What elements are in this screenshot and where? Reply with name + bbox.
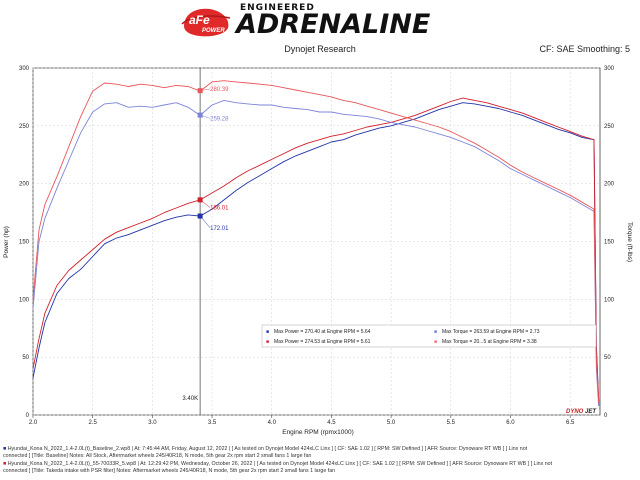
legend-text-0: Max Power = 270.40 at Engine RPM = 5.64 — [274, 329, 371, 335]
y-right-tick-label: 150 — [604, 240, 615, 246]
x-tick-labels: 2.0 2.5 3.0 3.5 4.0 4.5 5.0 5.5 6.0 6.5 — [29, 420, 575, 426]
footer-line-2-text: Hyundai_Kona N_2022_1.4-2.0L(t)_55-70033… — [7, 461, 553, 467]
cursor-rpm-label: 3.40K — [182, 396, 198, 402]
x-tick-label: 5.0 — [387, 420, 396, 426]
y-right-tick-label: 0 — [604, 413, 608, 419]
y-axis-label-left: Power (hp) — [3, 226, 10, 258]
y-tick-label: 50 — [22, 355, 29, 361]
y-right-tick-label: 300 — [604, 66, 615, 72]
legend-marker-2: ■ — [266, 339, 269, 345]
x-axis-label: Engine RPM (rpmx1000) — [282, 429, 354, 436]
series-line-1 — [32, 97, 600, 402]
source-label: Dynojet Research — [284, 44, 356, 54]
y-right-tick-label: 50 — [604, 355, 611, 361]
y-axis-label-right: Torque (ft-lbs) — [626, 222, 633, 262]
cursor-leader-0 — [200, 88, 211, 91]
y-tick-label: 100 — [19, 297, 30, 303]
cursor-value-3: 172.01 — [210, 226, 229, 232]
y-right-tick-label: 100 — [604, 297, 615, 303]
cursor-value-2: 186.01 — [210, 206, 229, 212]
svg-text:DYNO: DYNO — [566, 409, 584, 415]
y-tick-labels: 0 50 100 150 200 250 300 — [19, 66, 30, 419]
series-line-3 — [32, 80, 600, 404]
y-tick-label: 200 — [19, 182, 30, 188]
y-tick-label: 250 — [19, 124, 30, 130]
footer-line-1-text: Hyundai_Kona N_2022_1.4-2.0L(t)_Baseline… — [7, 446, 528, 452]
y-right-tick-label: 200 — [604, 182, 615, 188]
legend-text-3: Max Torque = 20...5 at Engine RPM = 3.38 — [442, 339, 537, 345]
header: aFe POWER ENGINEERED ADRENALINE — [0, 0, 640, 44]
brand-tagline: ENGINEERED — [240, 3, 315, 13]
x-tick-label: 6.5 — [566, 420, 575, 426]
legend-marker-0: ■ — [266, 329, 269, 335]
cursor-value-0: 280.39 — [210, 87, 229, 93]
cursor-leader-1 — [200, 114, 211, 119]
cf-smoothing-label: CF: SAE Smoothing: 5 — [539, 44, 630, 54]
y-tick-label: 150 — [19, 240, 30, 246]
y-right-tick-label: 250 — [604, 124, 615, 130]
legend-text-1: Max Torque = 263.59 at Engine RPM = 2.73 — [442, 329, 540, 335]
brand-title: ADRENALINE — [236, 9, 431, 40]
y-right-tick-labels: 0 50 100 150 200 250 300 — [604, 66, 615, 419]
footer-line-2b: connected ] [Title: Takeda intake with P… — [3, 468, 336, 474]
footer-line-1: ■ Hyundai_Kona N_2022_1.4-2.0L(t)_Baseli… — [3, 446, 528, 452]
cursor-leader-3 — [199, 215, 211, 228]
series-group — [32, 80, 600, 410]
x-tick-label: 3.0 — [148, 420, 157, 426]
cursor-group: 3.40K 280.39 259.28 186.01 172.01 — [182, 68, 229, 415]
legend-marker-1: ■ — [434, 329, 437, 335]
cursor-leader-2 — [199, 199, 211, 208]
x-tick-label: 2.5 — [89, 420, 98, 426]
x-tick-label: 6.0 — [506, 420, 515, 426]
logo-sub: POWER — [202, 28, 225, 34]
legend: ■ Max Power = 270.40 at Engine RPM = 5.6… — [261, 324, 597, 348]
y-tick-label: 300 — [19, 66, 30, 72]
series-line-2 — [32, 99, 600, 410]
afe-power-logo: aFe POWER — [181, 8, 231, 37]
y-tick-label: 0 — [26, 413, 30, 419]
series-line-0 — [32, 102, 600, 406]
x-tick-label: 4.0 — [268, 420, 277, 426]
grid — [32, 67, 600, 418]
svg-text:JET: JET — [585, 409, 597, 415]
dynojet-watermark: DYNO JET — [565, 406, 599, 415]
x-tick-label: 2.0 — [29, 420, 38, 426]
footer-line-2: ■ Hyundai_Kona N_2022_1.4-2.0L(t)_55-700… — [3, 461, 553, 467]
cursor-value-1: 259.28 — [210, 116, 229, 122]
legend-marker-3: ■ — [434, 339, 437, 345]
footer-line-1b: connected ] [Title: Baseline] Notes: All… — [3, 453, 312, 459]
x-tick-label: 5.5 — [447, 420, 456, 426]
logo-text: aFe — [189, 13, 210, 27]
x-tick-label: 4.5 — [327, 420, 336, 426]
legend-text-2: Max Power = 274.53 at Engine RPM = 5.61 — [274, 339, 371, 345]
legend-box — [261, 324, 597, 348]
x-tick-label: 3.5 — [208, 420, 217, 426]
